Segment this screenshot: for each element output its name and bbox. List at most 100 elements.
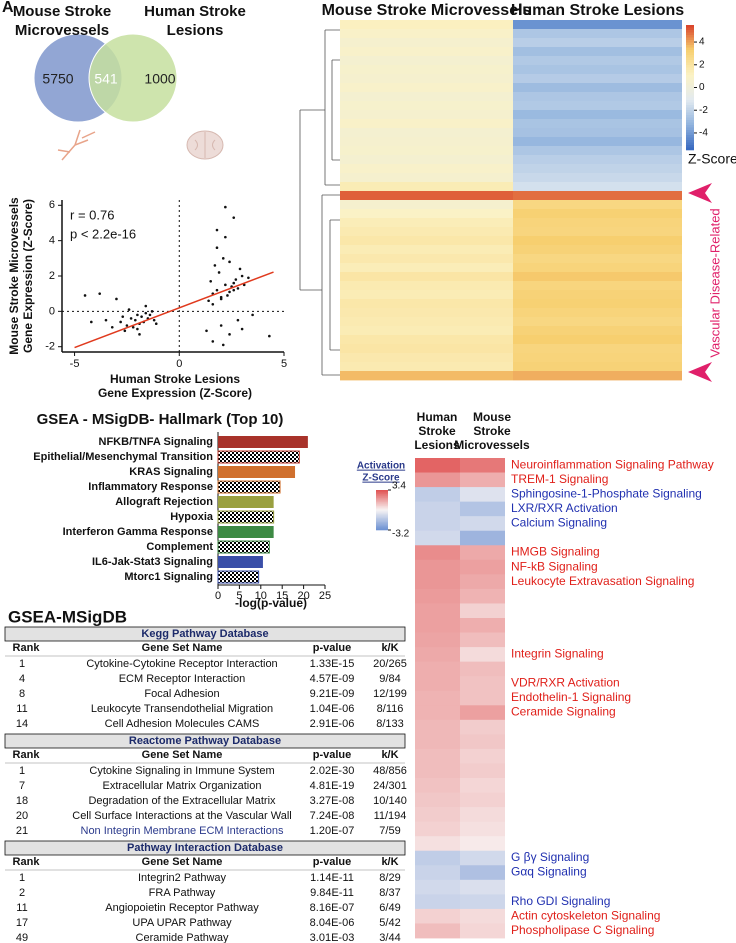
heatmap-cell	[513, 362, 682, 372]
venn-count: 1000	[144, 71, 175, 87]
heatmap-cell	[415, 516, 460, 532]
heatmap-cell	[513, 191, 682, 201]
column-label: Stroke	[418, 424, 456, 438]
heatmap-cell	[415, 923, 460, 939]
bar	[217, 480, 281, 494]
bar	[218, 436, 308, 448]
table-cell: 1	[19, 658, 25, 670]
heatmap-cell	[415, 647, 460, 663]
table-cell: 18	[16, 795, 28, 807]
heatmap-cell	[513, 281, 682, 291]
heatmap-cell	[415, 501, 460, 517]
scatter-point	[234, 278, 238, 281]
pathway-label: LXR/RXR Activation	[511, 501, 618, 515]
table-cell: 2	[19, 887, 25, 899]
table-cell: 1	[19, 765, 25, 777]
heatmap-cell	[340, 137, 513, 147]
heatmap-cell	[513, 209, 682, 219]
table-cell: Angiopoietin Receptor Pathway	[105, 902, 259, 914]
heatmap-cell	[513, 56, 682, 66]
scatter-point	[98, 292, 101, 295]
heatmap-cell	[340, 20, 513, 30]
heatmap-cell	[513, 236, 682, 246]
scatter-point	[247, 276, 250, 280]
heatmap-cell	[340, 245, 513, 255]
scatter-point	[238, 267, 242, 271]
colorbar-segment	[686, 25, 694, 28]
colorbar-segment	[686, 67, 694, 71]
colorbar-segment	[376, 526, 388, 528]
heatmap-cell	[460, 559, 505, 575]
y-axis-label: Mouse Stroke Microvessels	[7, 197, 21, 355]
table-cell: 11	[16, 703, 27, 715]
colorbar-segment	[686, 50, 694, 53]
heatmap-cell	[460, 807, 505, 823]
heatmap-cell	[460, 458, 505, 473]
heatmap-cell	[340, 281, 513, 291]
y-tick-label: 4	[49, 235, 55, 247]
scatter-point	[228, 290, 231, 294]
column-header: k/K	[381, 749, 398, 761]
heatmap-cell	[340, 299, 513, 309]
heatmap-cell	[460, 923, 505, 939]
heatmap-cell	[340, 83, 513, 93]
heatmap-cell	[415, 458, 460, 473]
table-cell: 8/133	[376, 718, 404, 730]
heatmap-cell	[415, 588, 460, 604]
scatter-point	[83, 294, 87, 297]
colorbar-segment	[686, 117, 694, 121]
scatter-point	[217, 271, 221, 274]
y-tick-label: Hypoxia	[170, 511, 214, 523]
colorbar-segment	[376, 508, 388, 511]
table-cell: 20	[16, 810, 28, 822]
column-label: Mouse Stroke Microvessels	[322, 2, 532, 19]
heatmap-cell	[460, 850, 505, 866]
heatmap-cell	[460, 748, 505, 764]
heatmap-cell	[340, 236, 513, 246]
table-cell: 4.57E-09	[310, 673, 355, 685]
scatter-point	[110, 325, 114, 329]
colorbar-segment	[376, 502, 388, 504]
heatmap-cell	[415, 908, 460, 924]
bar	[217, 540, 270, 554]
panel-label: A	[2, 0, 14, 16]
heatmap-cell	[340, 362, 513, 372]
heatmap-cell	[460, 821, 505, 837]
table-cell: 8	[19, 688, 25, 700]
pathway-label: NF-kB Signaling	[511, 559, 598, 573]
colorbar-segment	[376, 495, 388, 497]
table-cell: 1.20E-07	[310, 825, 355, 837]
heatmap-cell	[513, 164, 682, 174]
column-label: Stroke	[473, 424, 511, 438]
colorbar-segment	[376, 492, 388, 495]
pathway-label: Leukocyte Extravasation Signaling	[511, 574, 694, 588]
y-tick-label: NFKB/TNFA Signaling	[99, 436, 213, 448]
heatmap-cell	[340, 200, 513, 210]
heatmap-cell	[513, 371, 682, 381]
scatter-point	[144, 311, 148, 315]
y-tick-label: Inflammatory Response	[88, 481, 213, 493]
y-tick-label: 6	[49, 199, 55, 211]
heatmap-cell	[460, 778, 505, 793]
x-tick-label: 10	[255, 590, 267, 602]
pathway-label: Neuroinflammation Signaling Pathway	[511, 457, 714, 471]
chart-title: GSEA - MSigDB- Hallmark (Top 10)	[37, 411, 284, 428]
table-cell: 48/856	[373, 765, 407, 777]
heatmap-cell	[340, 92, 513, 102]
colorbar-segment	[686, 30, 694, 33]
section-header: Reactome Pathway Database	[129, 735, 281, 747]
venn-count: 541	[94, 71, 118, 87]
table-cell: 1.33E-15	[310, 658, 355, 670]
heatmap-cell	[513, 83, 682, 93]
table-cell: Ceramide Pathway	[136, 932, 229, 943]
pathway-label: HMGB Signaling	[511, 545, 600, 559]
annotation: r = 0.76	[70, 207, 114, 222]
scatter-point	[240, 327, 244, 331]
table-cell: 3.01E-03	[310, 932, 355, 943]
heatmap-cell	[460, 690, 505, 706]
table-cell: 2.02E-30	[310, 765, 355, 777]
bar	[217, 570, 260, 584]
pathway-label: Ceramide Signaling	[511, 705, 616, 719]
table-cell: 9.21E-09	[310, 688, 355, 700]
